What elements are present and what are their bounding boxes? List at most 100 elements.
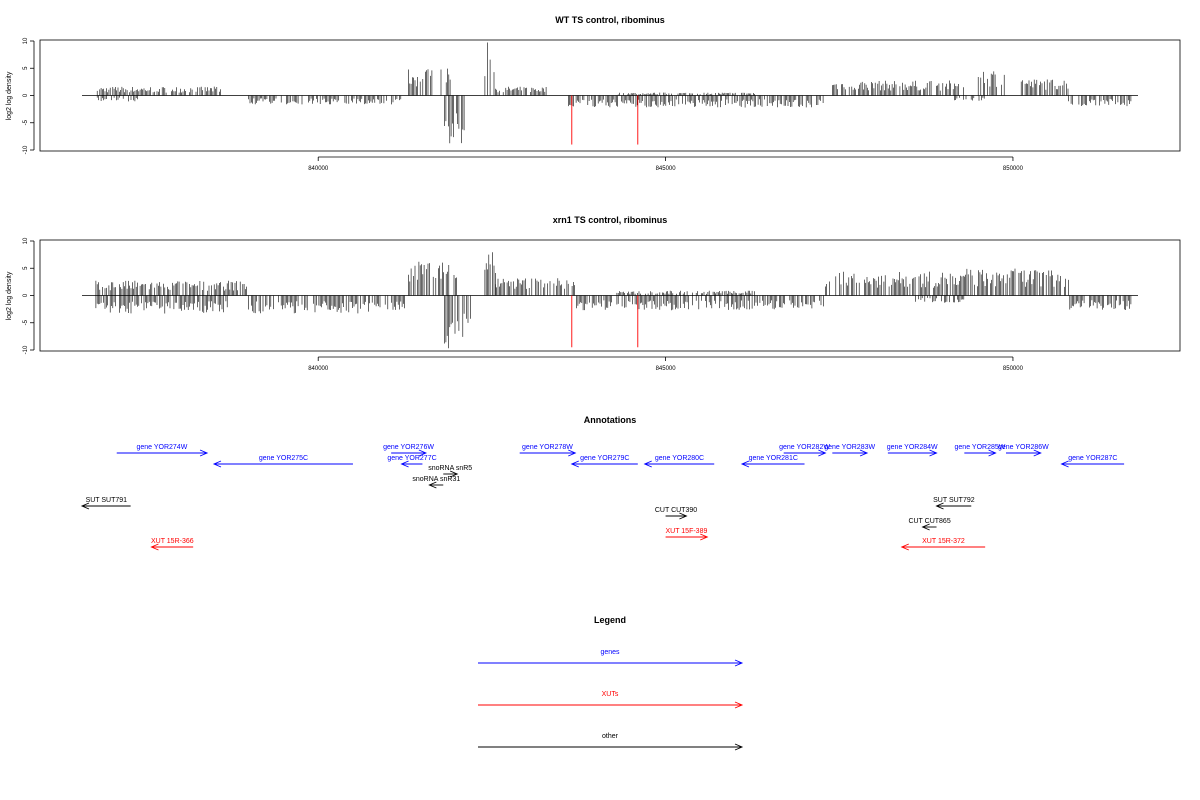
xrn1-bars <box>82 252 1138 349</box>
xrn1-y-axis-label: log2 log density <box>6 271 13 320</box>
feature-label: gene YOR278W <box>522 444 573 451</box>
annotation-feature: gene YOR286W <box>998 444 1049 457</box>
x-tick-label: 850000 <box>1003 166 1024 172</box>
xrn1-plot-frame <box>39 239 1181 352</box>
annotation-feature: CUT CUT390 <box>655 507 697 520</box>
y-tick-label: 0 <box>23 293 29 297</box>
x-tick-label: 845000 <box>656 366 677 372</box>
negative-density-region <box>567 95 824 108</box>
y-tick-label: -10 <box>23 345 29 354</box>
arrow-head <box>679 512 688 520</box>
feature-label: gene YOR287C <box>1068 455 1117 462</box>
negative-density-region <box>1069 295 1132 310</box>
annotation-feature: SUT SUT792 <box>933 497 975 510</box>
arrow-head <box>212 460 222 468</box>
feature-label: gene YOR286W <box>998 444 1049 451</box>
feature-label: XUT 15R-372 <box>922 538 965 545</box>
annotations-title: Annotations <box>584 415 637 425</box>
feature-label: gene YOR284W <box>887 444 938 451</box>
positive-density-region <box>616 290 756 296</box>
y-tick-label: 10 <box>23 237 29 244</box>
feature-label: gene YOR279C <box>580 455 629 462</box>
feature-label: gene YOR280C <box>655 455 704 462</box>
positive-density-region <box>963 268 1069 296</box>
annotation-feature: gene YOR285W <box>955 444 1006 457</box>
arrow-head <box>199 449 209 457</box>
annotation-feature: snoRNA snR31 <box>412 476 460 489</box>
xrn1-track-panel: xrn1 TS control, ribominus log2 log dens… <box>6 215 1181 372</box>
arrow-head <box>80 502 90 510</box>
legend-label: other <box>602 733 619 740</box>
feature-label: gene YOR283W <box>824 444 875 451</box>
feature-label: gene YOR274W <box>136 444 187 451</box>
feature-label: SUT SUT791 <box>86 497 128 504</box>
annotation-features: gene YOR274W gene YOR275C gene YOR276W gene… <box>80 444 1125 551</box>
arrow-head <box>150 543 159 551</box>
feature-label: gene YOR281C <box>749 455 798 462</box>
arrow-head <box>734 743 744 751</box>
arrow-head <box>734 659 744 667</box>
positive-density-region <box>96 86 221 96</box>
arrow-head <box>428 481 437 489</box>
annotation-feature: gene YOR287C <box>1060 455 1125 468</box>
annotation-feature: gene YOR274W <box>116 444 209 457</box>
annotation-feature: gene YOR282W <box>779 444 830 457</box>
arrow-head <box>740 460 750 468</box>
legend-item-other: other <box>478 733 744 751</box>
positive-density-region <box>484 42 495 96</box>
wt-track-panel: WT TS control, ribominus log2 log densit… <box>6 15 1181 172</box>
positive-density-region <box>617 92 756 96</box>
annotation-feature: gene YOR277C <box>387 455 437 468</box>
wt-bars <box>82 42 1138 145</box>
positive-density-region <box>825 271 964 296</box>
feature-label: XUT 15R-366 <box>151 538 194 545</box>
annotation-feature: gene YOR279C <box>570 455 638 468</box>
annotation-feature: gene YOR281C <box>740 455 805 468</box>
annotation-feature: XUT 15R-372 <box>900 538 986 551</box>
feature-label: snoRNA snR5 <box>428 465 472 472</box>
arrow-head <box>700 533 709 541</box>
arrow-head <box>643 460 652 468</box>
arrow-head <box>1060 460 1069 468</box>
legend-label: XUTs <box>602 691 619 698</box>
positive-density-region <box>484 252 496 296</box>
arrow-head <box>400 460 409 468</box>
feature-label: gene YOR276W <box>383 444 434 451</box>
feature-label: CUT CUT865 <box>908 518 950 525</box>
negative-density-region <box>576 295 824 311</box>
arrow-head <box>988 449 997 457</box>
negative-density-region <box>444 95 465 144</box>
x-tick-label: 840000 <box>308 366 329 372</box>
arrow-head <box>734 701 744 709</box>
feature-label: gene YOR285W <box>955 444 1006 451</box>
xrn1-axes: 840000 845000 850000 -10 -5 0 5 10 <box>23 237 1024 372</box>
positive-density-region <box>495 278 576 296</box>
legend-items: genes XUTs other <box>478 649 744 751</box>
xrn1-track-title: xrn1 TS control, ribominus <box>553 215 668 225</box>
positive-density-region <box>408 261 457 296</box>
feature-label: snoRNA snR31 <box>412 476 460 483</box>
negative-density-region <box>248 295 406 314</box>
arrow-head <box>859 449 869 457</box>
legend-item-xuts: XUTs <box>478 691 744 709</box>
feature-label: SUT SUT792 <box>933 497 975 504</box>
wt-track-title: WT TS control, ribominus <box>555 15 665 25</box>
arrow-head <box>900 543 909 551</box>
feature-label: gene YOR282W <box>779 444 830 451</box>
negative-density-region <box>444 295 471 349</box>
positive-density-region <box>495 86 547 96</box>
annotation-feature: gene YOR276W <box>383 444 434 457</box>
legend-item-genes: genes <box>478 649 744 667</box>
annotation-feature: gene YOR278W <box>519 444 577 457</box>
arrow-head <box>418 449 428 457</box>
legend-title: Legend <box>594 615 626 625</box>
arrow-head <box>921 523 930 531</box>
y-tick-label: 5 <box>23 266 29 270</box>
arrow-head <box>929 449 938 457</box>
annotation-feature: gene YOR280C <box>643 455 715 468</box>
x-tick-label: 850000 <box>1003 366 1024 372</box>
annotation-feature: CUT CUT865 <box>908 518 951 531</box>
annotation-feature: gene YOR283W <box>824 444 875 457</box>
